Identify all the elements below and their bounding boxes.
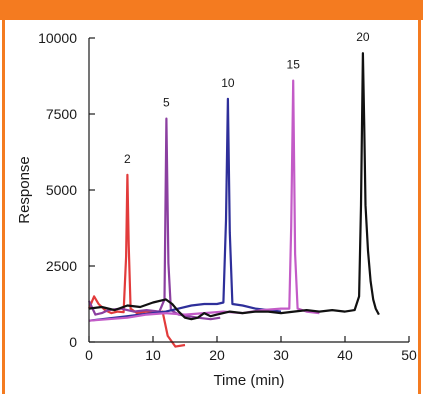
peak-label-4: 15	[287, 58, 301, 72]
x-tick-label: 20	[209, 347, 225, 363]
y-tick-label: 10000	[38, 30, 77, 46]
x-tick-label: 10	[145, 347, 161, 363]
x-tick-label: 30	[273, 347, 289, 363]
x-axis-title: Time (min)	[213, 372, 284, 389]
series-trace-5	[88, 52, 380, 321]
series-trace-2	[88, 117, 221, 321]
x-tick-label: 40	[337, 347, 353, 363]
peak-label-group: 2 5 10 15 20	[124, 30, 370, 166]
peak-label-2: 5	[163, 96, 170, 110]
x-axis-ticks: 0 10 20 30 40 50	[85, 336, 417, 363]
series-trace-1	[87, 173, 186, 348]
y-tick-label: 5000	[46, 182, 77, 198]
y-axis-ticks: 0 2500 5000 7500 10000	[38, 30, 95, 350]
series-trace-3	[88, 97, 282, 322]
peak-label-5: 20	[356, 30, 370, 44]
frame-left-rule	[2, 20, 5, 394]
y-axis-title: Response	[16, 156, 33, 224]
peak-label-3: 10	[221, 76, 235, 90]
series-group	[87, 52, 380, 348]
x-tick-label: 50	[401, 347, 417, 363]
peak-label-1: 2	[124, 152, 131, 166]
header-band	[0, 0, 423, 20]
y-tick-label: 0	[69, 334, 77, 350]
y-tick-label: 2500	[46, 258, 77, 274]
y-tick-label: 7500	[46, 106, 77, 122]
x-tick-label: 0	[85, 347, 93, 363]
series-trace-4	[88, 79, 320, 322]
frame-right-rule	[418, 20, 421, 394]
